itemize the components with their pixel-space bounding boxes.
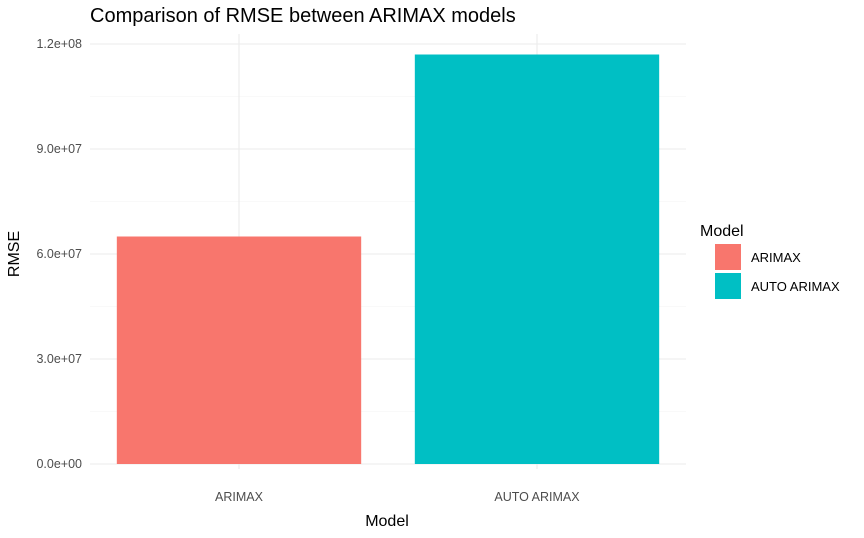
y-tick-label: 1.2e+08: [36, 37, 82, 51]
y-tick-label: 6.0e+07: [36, 247, 82, 261]
bar-auto-arimax: [414, 54, 660, 464]
legend-swatch: [715, 244, 741, 270]
legend-swatch: [715, 273, 741, 299]
bars-layer: [116, 54, 660, 464]
ticks-layer: 0.0e+00 3.0e+07 6.0e+07 9.0e+07 1.2e+08 ARIMA…: [36, 37, 580, 504]
legend-entries: ARIMAX AUTO ARIMAX: [715, 244, 840, 299]
y-tick-label: 9.0e+07: [36, 142, 82, 156]
legend-label: AUTO ARIMAX: [751, 279, 840, 294]
legend-label: ARIMAX: [751, 250, 801, 265]
legend-title: Model: [700, 223, 744, 240]
y-axis-title: RMSE: [6, 231, 23, 277]
y-tick-label: 3.0e+07: [36, 352, 82, 366]
chart-title: Comparison of RMSE between ARIMAX models: [90, 5, 516, 27]
legend: Model ARIMAX AUTO ARIMAX: [700, 223, 840, 299]
y-tick-label: 0.0e+00: [36, 457, 82, 471]
x-tick-label: AUTO ARIMAX: [494, 490, 580, 504]
bar-arimax: [116, 236, 362, 464]
x-tick-label: ARIMAX: [215, 490, 264, 504]
x-axis-title: Model: [365, 513, 409, 530]
